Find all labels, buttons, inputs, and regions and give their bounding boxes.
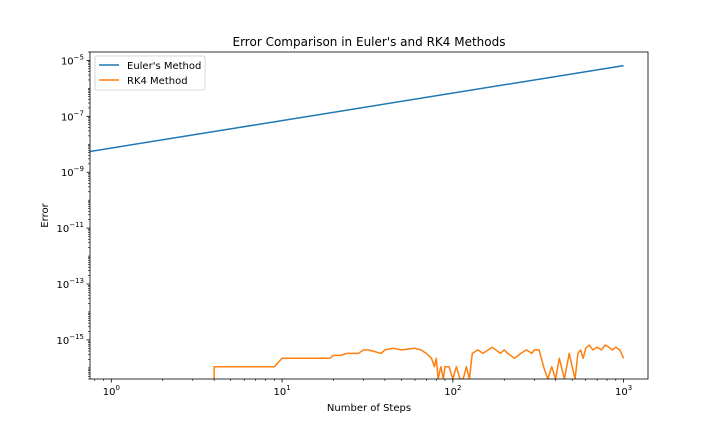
legend: Euler's Method RK4 Method bbox=[94, 55, 206, 91]
y-tick-exponent: −9 bbox=[74, 165, 84, 173]
x-tick-exponent: 0 bbox=[115, 384, 119, 392]
plot-area-frame bbox=[89, 51, 649, 380]
legend-label-rk4: RK4 Method bbox=[127, 76, 188, 87]
y-tick-exponent: −15 bbox=[69, 333, 84, 341]
series-line-rk4 bbox=[213, 344, 625, 379]
y-axis-label: Error bbox=[40, 202, 51, 227]
chart-title: Error Comparison in Euler's and RK4 Meth… bbox=[233, 35, 506, 49]
x-tick-exponent: 1 bbox=[286, 384, 290, 392]
legend-label-euler: Euler's Method bbox=[127, 61, 201, 72]
y-tick-exponent: −5 bbox=[74, 53, 84, 61]
y-tick-exponent: −7 bbox=[74, 109, 84, 117]
x-tick-exponent: 3 bbox=[628, 384, 632, 392]
series-line-euler bbox=[90, 64, 624, 153]
x-axis-label: Number of Steps bbox=[327, 403, 411, 414]
x-tick-exponent: 2 bbox=[457, 384, 461, 392]
y-tick-exponent: −13 bbox=[69, 277, 84, 285]
series-layer bbox=[90, 64, 625, 379]
y-tick-exponent: −11 bbox=[69, 221, 84, 229]
legend-box bbox=[94, 55, 206, 91]
